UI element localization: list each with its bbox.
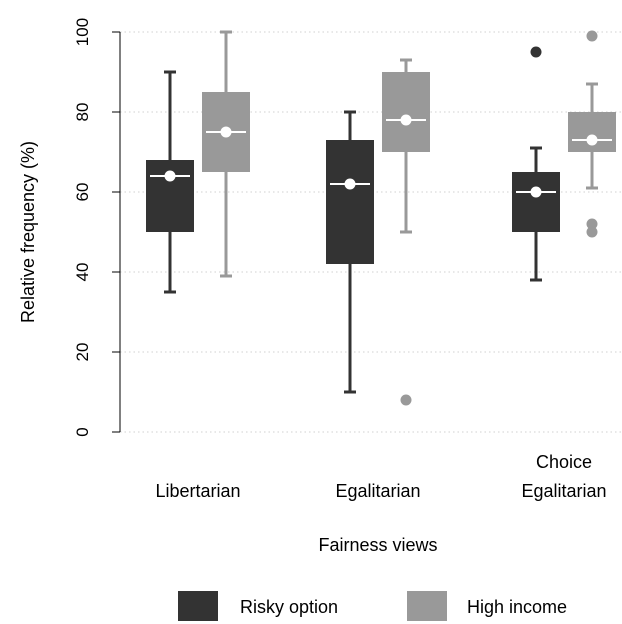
y-ticks: 0 20 40 60 80 100	[73, 18, 120, 437]
box-body	[382, 72, 430, 152]
box-risky-2	[512, 46, 560, 282]
y-tick-label-80: 80	[73, 103, 92, 122]
outlier-point-0	[400, 394, 412, 406]
outlier-point-2	[586, 226, 598, 238]
box-high-income-2	[568, 30, 616, 238]
y-tick-label-20: 20	[73, 343, 92, 362]
box-body	[568, 112, 616, 152]
boxes	[146, 30, 616, 406]
outlier-point-0	[530, 46, 542, 58]
box-high-income-0	[202, 30, 250, 278]
legend-swatch-1	[407, 591, 447, 621]
legend-label-1: High income	[467, 597, 567, 617]
mean-marker	[344, 178, 356, 190]
category-label-0-0: Libertarian	[155, 481, 240, 501]
y-tick-label-0: 0	[73, 427, 92, 436]
y-tick-label-60: 60	[73, 183, 92, 202]
legend: Risky option High income	[178, 591, 567, 621]
y-tick-label-100: 100	[73, 18, 92, 46]
box-risky-0	[146, 70, 194, 294]
outlier-point-1	[586, 218, 598, 230]
outlier-point-0	[586, 30, 598, 42]
category-label-2-1: Egalitarian	[521, 481, 606, 501]
box-body	[326, 140, 374, 264]
category-label-2-0: Choice	[536, 452, 592, 472]
category-labels: Libertarian Egalitarian Choice Egalitarian	[155, 452, 606, 501]
mean-marker	[586, 134, 598, 146]
legend-label-0: Risky option	[240, 597, 338, 617]
mean-marker	[164, 170, 176, 182]
x-axis-title: Fairness views	[318, 535, 437, 555]
box-body	[512, 172, 560, 232]
y-axis-title: Relative frequency (%)	[18, 141, 38, 323]
y-tick-label-40: 40	[73, 263, 92, 282]
box-high-income-1	[382, 58, 430, 406]
mean-marker	[400, 114, 412, 126]
legend-swatch-0	[178, 591, 218, 621]
category-label-1-0: Egalitarian	[335, 481, 420, 501]
mean-marker	[220, 126, 232, 138]
box-risky-1	[326, 110, 374, 394]
mean-marker	[530, 186, 542, 198]
